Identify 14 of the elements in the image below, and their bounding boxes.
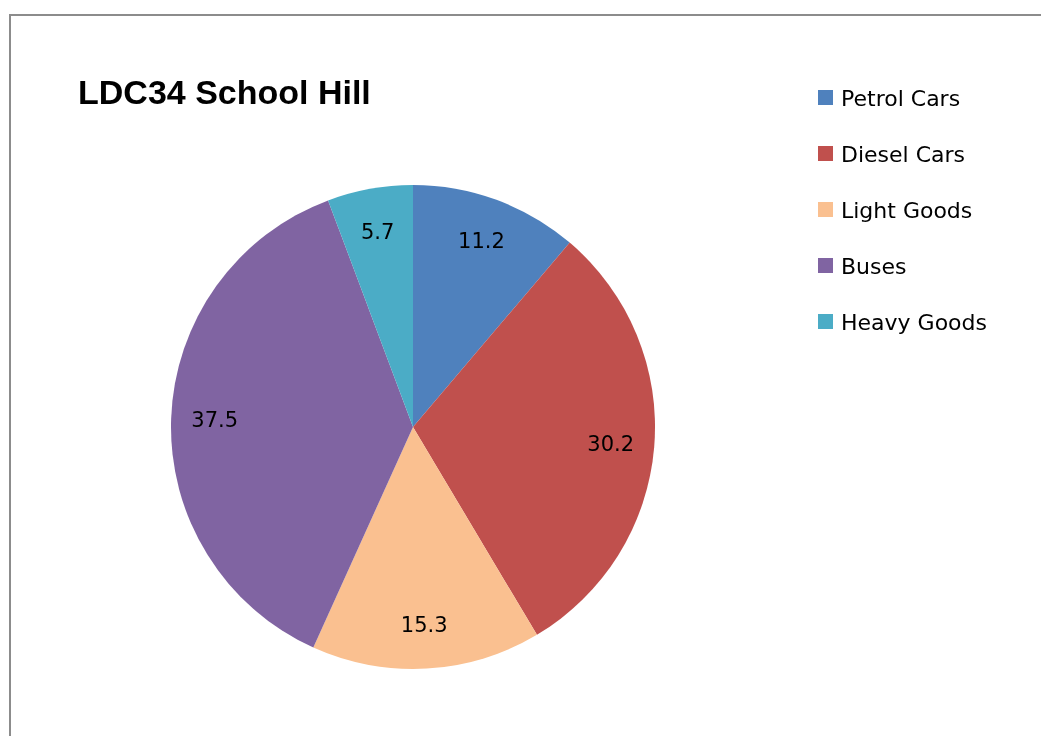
legend-label: Petrol Cars bbox=[841, 85, 961, 111]
data-label: 30.2 bbox=[587, 431, 635, 456]
pie-slice bbox=[313, 427, 537, 669]
data-label: 15.3 bbox=[400, 613, 448, 638]
pie-slice bbox=[328, 185, 413, 427]
data-label: 5.7 bbox=[360, 219, 395, 244]
data-label: 11.2 bbox=[458, 228, 505, 253]
legend-label: Heavy Goods bbox=[841, 309, 987, 335]
data-label: 37.5 bbox=[191, 408, 239, 433]
pie-slice bbox=[413, 185, 570, 427]
legend-label: Buses bbox=[841, 253, 907, 279]
chart-title: LDC34 School Hill bbox=[78, 73, 371, 111]
legend-label: Light Goods bbox=[841, 197, 973, 223]
legend-label: Diesel Cars bbox=[841, 141, 966, 167]
